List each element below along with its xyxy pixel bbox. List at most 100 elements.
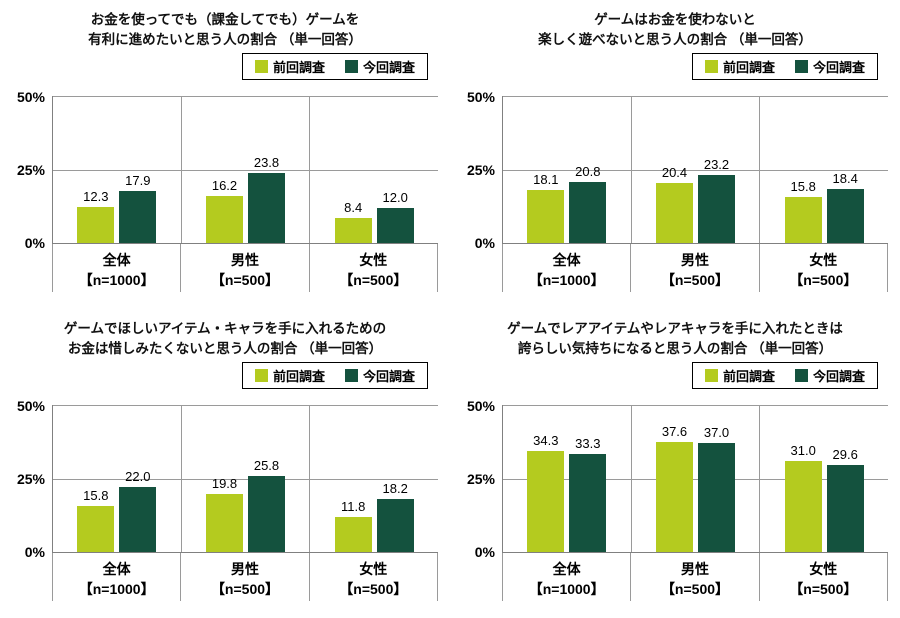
category-n-label: 【n=500】 bbox=[339, 272, 408, 289]
legend-label: 前回調査 bbox=[722, 369, 775, 385]
plot-area: 12.3 17.9 16.2 23.8 8.4 12.0 bbox=[52, 96, 438, 245]
current-series-swatch-icon bbox=[344, 369, 358, 383]
bar-group-1: 12.3 17.9 bbox=[53, 96, 181, 244]
category-label: 男性 bbox=[230, 561, 259, 578]
category-label: 全体 bbox=[102, 252, 131, 269]
x-label-2: 男性 【n=500】 bbox=[181, 244, 310, 293]
bar-prev: 34.3 bbox=[527, 433, 565, 553]
gridline-25 bbox=[53, 478, 438, 480]
chart-3: ゲームでほしいアイテム・キャラを手に入れるための お金は惜しみたくないと思う人の割… bbox=[0, 309, 450, 618]
chart-title-line: お金は惜しみたくないと思う人の割合 （単一回答） bbox=[67, 340, 383, 356]
bar-value-label: 23.2 bbox=[703, 156, 730, 172]
bar-group-1: 18.1 20.8 bbox=[503, 96, 631, 244]
bar-current: 20.8 bbox=[569, 164, 607, 244]
bar-groups: 18.1 20.8 20.4 23.2 15.8 18.4 bbox=[503, 96, 888, 244]
bar-current: 23.2 bbox=[698, 157, 735, 244]
legend-label: 今回調査 bbox=[812, 60, 865, 76]
bar-current: 17.9 bbox=[119, 173, 157, 244]
chart-2: ゲームはお金を使わないと 楽しく遊べないと思う人の割合 （単一回答） 前回調査 今回調… bbox=[450, 0, 900, 309]
x-axis-labels: 全体 【n=1000】 男性 【n=500】 女性 【n=500】 bbox=[52, 553, 438, 602]
y-axis: 50% 25% 0% bbox=[12, 90, 52, 250]
x-axis-labels: 全体【n=1000】 男性 【n=500】 女性 【n=500】 bbox=[502, 553, 888, 602]
bar-prev: 11.8 bbox=[334, 499, 372, 553]
bar-group-2: 20.4 23.2 bbox=[630, 96, 760, 244]
bar-value-label: 37.6 bbox=[661, 423, 688, 439]
gridline-50 bbox=[53, 96, 438, 98]
bar-prev: 15.8 bbox=[784, 179, 822, 244]
legend-label: 前回調査 bbox=[272, 60, 325, 76]
x-label-2: 男性 【n=500】 bbox=[631, 553, 760, 602]
y-tick-label: 25% bbox=[466, 471, 495, 488]
y-tick-label: 25% bbox=[16, 471, 45, 488]
chart-title-line: ゲームでレアアイテムやレアキャラを手に入れたときは bbox=[507, 321, 843, 336]
bar-groups: 12.3 17.9 16.2 23.8 8.4 12.0 bbox=[53, 96, 438, 244]
y-tick-label: 25% bbox=[16, 162, 45, 179]
bar-value-label: 37.0 bbox=[703, 425, 730, 441]
plot-row: 50% 25% 0% 34.3 33.3 37.6 37.0 31.0 29.6 bbox=[462, 399, 888, 559]
x-label-3: 女性 【n=500】 bbox=[760, 244, 888, 293]
prev-series-swatch-icon bbox=[254, 60, 268, 74]
bar-current: 23.8 bbox=[248, 155, 285, 244]
plot-row: 50% 25% 0% 18.1 20.8 20.4 23.2 15.8 18.4 bbox=[462, 90, 888, 250]
current-series-swatch-icon bbox=[794, 369, 808, 383]
bar-value-label: 18.1 bbox=[533, 171, 559, 187]
category-label: 女性 bbox=[809, 561, 838, 578]
bar-value-label: 29.6 bbox=[832, 447, 858, 463]
gridline-50 bbox=[53, 405, 438, 407]
y-tick-label: 25% bbox=[466, 162, 495, 179]
gridline-50 bbox=[503, 405, 888, 407]
bar-prev: 16.2 bbox=[206, 178, 243, 244]
category-n-label: 【n=500】 bbox=[660, 272, 730, 289]
y-axis: 50% 25% 0% bbox=[462, 399, 502, 559]
legend-label: 今回調査 bbox=[362, 369, 415, 385]
bar-value-label: 22.0 bbox=[125, 469, 151, 485]
bar-value-label: 16.2 bbox=[211, 177, 238, 193]
legend-item-prev: 前回調査 bbox=[254, 57, 325, 76]
legend-label: 今回調査 bbox=[362, 60, 415, 76]
category-n-label: 【n=1000】 bbox=[78, 581, 155, 598]
legend-label: 前回調査 bbox=[722, 60, 775, 76]
gridline-25 bbox=[503, 169, 888, 171]
category-n-label: 【n=1000】 bbox=[528, 581, 605, 598]
legend: 前回調査 今回調査 bbox=[691, 362, 878, 390]
bar-value-label: 20.4 bbox=[661, 165, 688, 181]
chart-title-line: 有利に進めたいと思う人の割合 （単一回答） bbox=[88, 31, 362, 47]
bar-value-label: 17.9 bbox=[125, 172, 151, 188]
y-axis: 50% 25% 0% bbox=[12, 399, 52, 559]
category-label: 全体 bbox=[552, 252, 581, 269]
bar-value-label: 31.0 bbox=[790, 443, 816, 458]
category-n-label: 【n=1000】 bbox=[528, 272, 605, 289]
category-label: 全体 bbox=[102, 561, 131, 578]
bar-value-label: 15.8 bbox=[790, 178, 816, 194]
plot-area: 34.3 33.3 37.6 37.0 31.0 29.6 bbox=[502, 405, 888, 554]
bar-group-3: 31.0 29.6 bbox=[759, 405, 888, 553]
chart-title-line: お金を使ってでも（課金してでも）ゲームを bbox=[90, 12, 360, 27]
y-tick-label: 50% bbox=[16, 398, 45, 415]
bar-prev: 20.4 bbox=[656, 165, 693, 244]
x-label-3: 女性 【n=500】 bbox=[760, 553, 888, 602]
plot-area: 18.1 20.8 20.4 23.2 15.8 18.4 bbox=[502, 96, 888, 245]
chart-title: お金を使ってでも（課金してでも）ゲームを 有利に進めたいと思う人の割合 （単一回答… bbox=[12, 10, 438, 49]
x-label-1: 全体 【n=1000】 bbox=[53, 244, 182, 293]
legend-label: 今回調査 bbox=[812, 369, 865, 385]
bar-value-label: 12.3 bbox=[83, 188, 109, 204]
bar-group-2: 19.8 25.8 bbox=[180, 405, 310, 553]
bar-value-label: 15.8 bbox=[83, 487, 109, 503]
category-label: 全体 bbox=[552, 561, 581, 578]
x-label-3: 女性 【n=500】 bbox=[310, 244, 438, 293]
legend-item-current: 今回調査 bbox=[344, 57, 415, 76]
bar-group-2: 16.2 23.8 bbox=[180, 96, 310, 244]
bar-prev: 12.3 bbox=[77, 189, 115, 244]
y-tick-label: 0% bbox=[474, 544, 495, 561]
plot-row: 50% 25% 0% 15.8 22.0 19.8 25.8 11.8 18.2 bbox=[12, 399, 438, 559]
chart-title: ゲームはお金を使わないと 楽しく遊べないと思う人の割合 （単一回答） bbox=[462, 10, 888, 49]
bar-group-1: 15.8 22.0 bbox=[53, 405, 181, 553]
bar-group-3: 15.8 18.4 bbox=[759, 96, 888, 244]
bar-prev: 19.8 bbox=[206, 476, 243, 553]
category-n-label: 【n=500】 bbox=[339, 581, 408, 598]
category-label: 男性 bbox=[230, 252, 259, 269]
bar-groups: 34.3 33.3 37.6 37.0 31.0 29.6 bbox=[503, 405, 888, 553]
gridline-25 bbox=[53, 169, 438, 171]
legend-item-current: 今回調査 bbox=[794, 366, 865, 385]
bar-group-3: 8.4 12.0 bbox=[309, 96, 438, 244]
